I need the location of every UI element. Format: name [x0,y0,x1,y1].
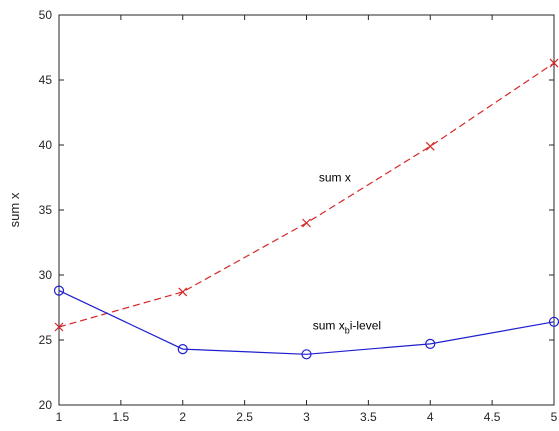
y-tick-label: 35 [39,203,53,217]
x-tick-label: 1 [56,410,63,424]
x-tick-label: 2 [179,410,186,424]
x-tick-label: 2.5 [236,410,253,424]
data-point-circle-marker [53,285,65,296]
annotation-suffix: i-level [350,319,381,333]
x-tick-label: 3.5 [360,410,377,424]
y-tick-label: 50 [39,8,53,22]
data-point-circle-marker [425,338,436,349]
y-tick-label: 30 [39,268,53,282]
annotation-sum-x: sum x [319,170,351,184]
data-point-x-marker [302,218,311,228]
y-tick-label: 25 [39,333,53,347]
annotations: sum x sum xbi-level [313,170,381,335]
annotation-sum-xb-ilevel: sum xbi-level [313,319,381,336]
marker-stroke [54,322,64,332]
series-line [58,290,555,355]
data-point-x-marker [178,287,188,297]
data-point-circle-marker [177,344,188,355]
data-point-x-marker [549,58,559,68]
annotation-subscript: b [345,326,350,336]
y-tick-label: 40 [39,138,53,152]
y-tick-label: 20 [39,398,53,412]
series-0 [54,58,559,332]
x-tick-label: 4 [427,410,434,424]
y-axis-label: sum x [7,192,22,227]
marker-stroke [178,287,188,297]
y-tick-label: 45 [39,73,53,87]
series-layer [53,58,559,360]
axis-ticks: 1 1.5 2 2.5 3 3.5 4 4.5 5 20 25 30 35 40 45 50 [39,8,558,424]
x-tick-label: 4.5 [484,410,501,424]
data-point-circle-marker [301,349,312,360]
x-tick-label: 3 [303,410,310,424]
series-1 [53,285,559,360]
data-point-x-marker [425,141,435,151]
x-tick-label: 5 [551,410,558,424]
marker-stroke [302,218,311,228]
marker-stroke [549,58,559,68]
annotation-main-text: sum x [313,319,345,333]
marker-stroke [425,141,435,151]
x-tick-label: 1.5 [113,410,130,424]
data-point-x-marker [54,322,64,332]
